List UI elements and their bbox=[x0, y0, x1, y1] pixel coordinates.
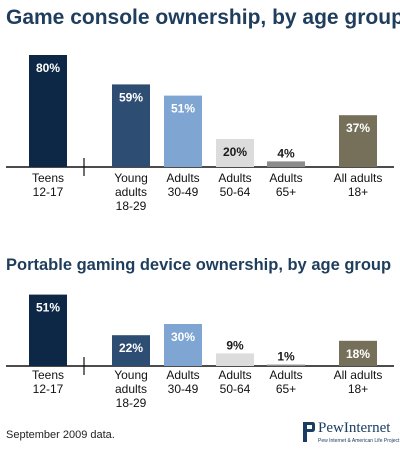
console-category-label: 30-49 bbox=[168, 185, 199, 199]
portable-data-label: 22% bbox=[119, 341, 143, 355]
portable-category-label: Adults bbox=[218, 368, 251, 382]
portable-category-label: 12-17 bbox=[33, 382, 64, 396]
portable-category-label: Teens bbox=[32, 368, 64, 382]
console-category-label: All adults bbox=[334, 171, 383, 185]
console-category-label: adults bbox=[115, 185, 147, 199]
portable-category-label: 50-64 bbox=[220, 382, 251, 396]
console-bar bbox=[29, 55, 67, 167]
chart-title-console: Game console ownership, by age group bbox=[6, 6, 400, 29]
console-category-label: Adults bbox=[166, 171, 199, 185]
console-data-label: 51% bbox=[171, 102, 195, 116]
portable-category-label: 30-49 bbox=[168, 382, 199, 396]
logo-subtitle: Pew Internet & American Life Project bbox=[318, 438, 400, 444]
console-bar bbox=[164, 95, 202, 167]
console-category-label: 18+ bbox=[348, 185, 368, 199]
console-data-label: 37% bbox=[346, 121, 370, 135]
console-category-label: Young bbox=[114, 171, 148, 185]
console-bar bbox=[112, 84, 150, 167]
logo-name: PewInternet bbox=[318, 420, 391, 436]
portable-data-label: 51% bbox=[36, 301, 60, 315]
portable-bar bbox=[164, 324, 202, 366]
console-category-label: 50-64 bbox=[220, 185, 251, 199]
portable-bar bbox=[267, 364, 305, 366]
console-data-label: 20% bbox=[223, 145, 247, 159]
portable-data-label: 9% bbox=[226, 338, 244, 352]
pew-internet-logo: PewInternet Pew Internet & American Life… bbox=[300, 418, 399, 448]
portable-data-label: 30% bbox=[171, 330, 195, 344]
portable-category-label: adults bbox=[115, 382, 147, 396]
portable-data-label: 1% bbox=[277, 350, 295, 364]
console-data-label: 4% bbox=[277, 146, 295, 160]
portable-category-label: 18-29 bbox=[116, 396, 147, 410]
portable-category-label: 65+ bbox=[276, 382, 296, 396]
console-bar bbox=[216, 139, 254, 167]
portable-bar bbox=[29, 294, 67, 366]
chart-title-portable: Portable gaming device ownership, by age… bbox=[6, 256, 392, 274]
console-category-label: Adults bbox=[218, 171, 251, 185]
portable-category-label: Young bbox=[114, 368, 148, 382]
portable-category-label: Adults bbox=[269, 368, 302, 382]
pew-logo-icon bbox=[303, 422, 315, 442]
console-bar bbox=[339, 115, 377, 167]
portable-data-label: 18% bbox=[346, 347, 370, 361]
portable-bar bbox=[216, 353, 254, 366]
console-bar bbox=[267, 161, 305, 167]
console-category-label: 18-29 bbox=[116, 199, 147, 213]
console-category-label: Teens bbox=[32, 171, 64, 185]
portable-bar bbox=[112, 335, 150, 366]
portable-bar bbox=[339, 340, 377, 366]
console-data-label: 80% bbox=[36, 61, 60, 75]
console-category-label: Adults bbox=[269, 171, 302, 185]
console-data-label: 59% bbox=[119, 90, 143, 104]
portable-category-label: 18+ bbox=[348, 382, 368, 396]
console-category-label: 12-17 bbox=[33, 185, 64, 199]
portable-category-label: Adults bbox=[166, 368, 199, 382]
console-category-label: 65+ bbox=[276, 185, 296, 199]
portable-category-label: All adults bbox=[334, 368, 383, 382]
footnote: September 2009 data. bbox=[6, 429, 115, 441]
